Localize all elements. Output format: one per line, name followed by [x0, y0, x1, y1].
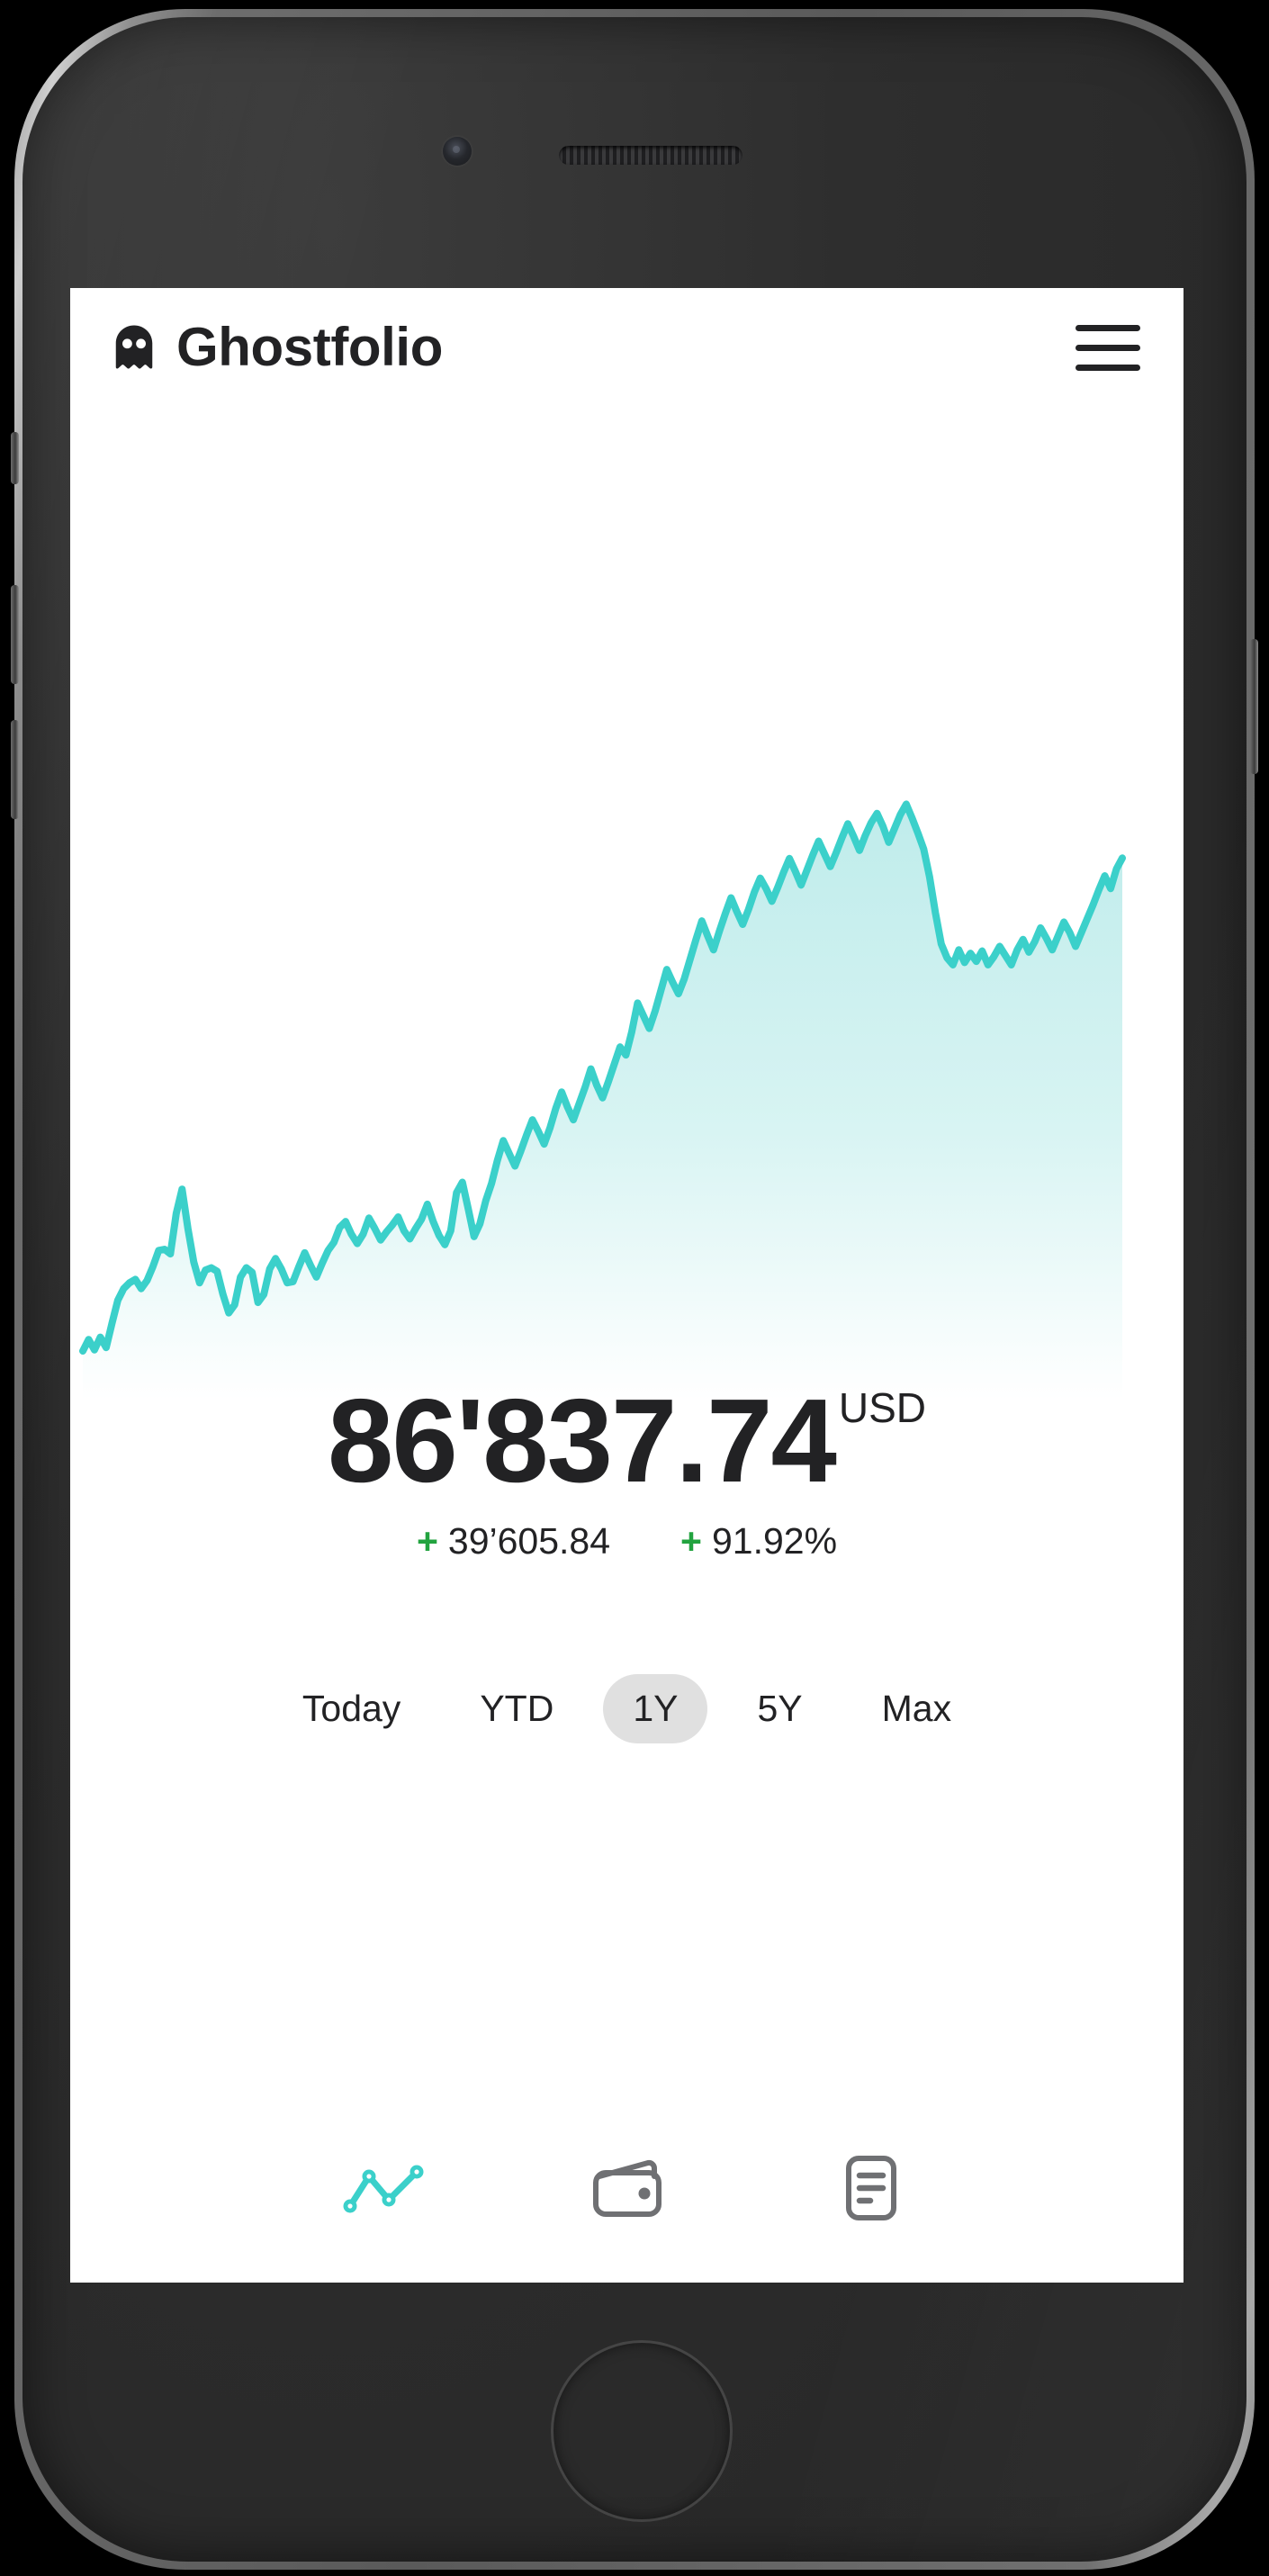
power-button[interactable] — [1250, 639, 1258, 774]
phone-screen: Ghostfolio — [70, 288, 1184, 2283]
volume-up-button[interactable] — [11, 585, 19, 684]
range-tab-ytd[interactable]: YTD — [480, 1688, 554, 1729]
front-camera-icon — [443, 137, 472, 166]
app-title: Ghostfolio — [176, 317, 443, 377]
summary-document-icon — [841, 2153, 902, 2225]
change-percent-value: 91.92% — [711, 1520, 838, 1562]
portfolio-value: 86'837.74 — [327, 1374, 837, 1507]
change-absolute-value: 39’605.84 — [447, 1520, 611, 1562]
wallet-icon — [590, 2157, 664, 2221]
menu-line-1 — [1076, 324, 1140, 331]
hamburger-menu-icon[interactable] — [1076, 320, 1144, 375]
earpiece-speaker — [559, 146, 742, 165]
chart-line — [79, 800, 1126, 1356]
time-range-selector[interactable]: Today YTD 1Y 5Y Max — [70, 1674, 1184, 1744]
range-tab-5y[interactable]: 5Y — [757, 1688, 803, 1729]
brand-logo-group[interactable]: Ghostfolio — [110, 320, 443, 374]
portfolio-value-block: 86'837.74 USD + 39’605.84 + 91.92% — [70, 1382, 1184, 1563]
portfolio-performance-chart[interactable] — [70, 788, 1184, 1400]
ghost-icon — [110, 323, 158, 372]
nav-item-overview[interactable] — [340, 2146, 427, 2232]
menu-line-3 — [1076, 364, 1140, 371]
volume-down-button[interactable] — [11, 720, 19, 819]
change-percent-sign: + — [680, 1520, 702, 1562]
menu-line-2 — [1076, 344, 1140, 351]
nav-item-accounts[interactable] — [584, 2146, 670, 2232]
range-tab-today[interactable]: Today — [302, 1688, 401, 1729]
range-tab-1y[interactable]: 1Y — [603, 1674, 708, 1744]
nav-item-summary[interactable] — [828, 2146, 914, 2232]
change-absolute-sign: + — [416, 1520, 438, 1562]
bottom-navigation-bar — [70, 2146, 1184, 2232]
phone-mockup: Ghostfolio — [11, 9, 1258, 2570]
change-percent: + 91.92% — [680, 1520, 837, 1563]
range-tab-max[interactable]: Max — [881, 1688, 952, 1729]
portfolio-change-row: + 39’605.84 + 91.92% — [70, 1520, 1184, 1563]
line-chart-icon — [342, 2161, 425, 2217]
portfolio-currency: USD — [838, 1384, 927, 1431]
value-row: 86'837.74 USD — [70, 1382, 1184, 1500]
home-button[interactable] — [551, 2340, 733, 2522]
silent-switch[interactable] — [11, 432, 19, 484]
change-absolute: + 39’605.84 — [417, 1520, 610, 1563]
chart-area-fill — [83, 804, 1122, 1400]
app-header: Ghostfolio — [70, 288, 1184, 407]
